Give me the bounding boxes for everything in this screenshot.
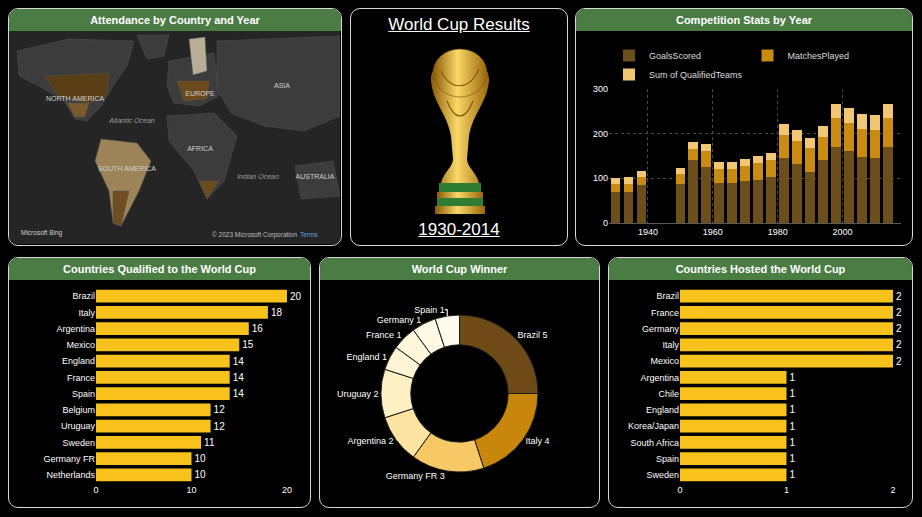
svg-text:Italy 4: Italy 4 bbox=[526, 436, 550, 446]
svg-text:Germany: Germany bbox=[642, 324, 680, 334]
svg-text:France 1: France 1 bbox=[366, 330, 402, 340]
svg-text:England: England bbox=[62, 356, 95, 366]
svg-text:11: 11 bbox=[204, 437, 215, 448]
svg-text:14: 14 bbox=[233, 372, 245, 383]
svg-text:Spain: Spain bbox=[656, 454, 679, 464]
svg-text:Netherlands: Netherlands bbox=[46, 470, 95, 480]
svg-text:Uruguay 2: Uruguay 2 bbox=[337, 389, 379, 399]
html-text:1930-2014: 1930-2014 bbox=[418, 220, 500, 239]
svg-text:Mexico: Mexico bbox=[66, 340, 95, 350]
html-text:Countries Qualified to the Wor: Countries Qualified to the World Cup bbox=[63, 263, 256, 275]
svg-text:300: 300 bbox=[593, 84, 608, 94]
svg-text:France: France bbox=[651, 308, 679, 318]
svg-text:SOUTH AMERICA: SOUTH AMERICA bbox=[98, 165, 156, 172]
html-text:Countries Hosted the World Cup: Countries Hosted the World Cup bbox=[675, 263, 846, 275]
svg-text:GoalsScored: GoalsScored bbox=[649, 51, 701, 61]
svg-text:Brazil: Brazil bbox=[656, 291, 679, 301]
svg-text:2: 2 bbox=[896, 356, 902, 367]
svg-text:1: 1 bbox=[790, 388, 796, 399]
svg-text:© 2023 Microsoft Corporation: © 2023 Microsoft Corporation bbox=[212, 231, 297, 239]
svg-text:NORTH AMERICA: NORTH AMERICA bbox=[46, 95, 105, 102]
svg-text:14: 14 bbox=[233, 388, 245, 399]
html-text:World Cup Winner: World Cup Winner bbox=[411, 263, 508, 275]
svg-text:1980: 1980 bbox=[768, 227, 788, 237]
svg-text:AFRICA: AFRICA bbox=[187, 145, 213, 152]
svg-text:Brazil: Brazil bbox=[72, 291, 95, 301]
svg-text:12: 12 bbox=[214, 421, 226, 432]
svg-text:Spain: Spain bbox=[72, 389, 95, 399]
html-text:Competition Stats by Year: Competition Stats by Year bbox=[675, 14, 812, 26]
svg-text:2: 2 bbox=[890, 485, 895, 495]
svg-text:Argentina: Argentina bbox=[640, 373, 679, 383]
svg-text:2: 2 bbox=[896, 339, 902, 350]
svg-text:Spain 1: Spain 1 bbox=[414, 305, 445, 315]
svg-text:0: 0 bbox=[93, 485, 98, 495]
svg-text:Germany 1: Germany 1 bbox=[377, 315, 422, 325]
svg-text:1: 1 bbox=[790, 437, 796, 448]
svg-text:20: 20 bbox=[282, 485, 292, 495]
svg-text:Terms: Terms bbox=[300, 231, 318, 238]
svg-text:18: 18 bbox=[271, 307, 283, 318]
svg-text:Indian Ocean: Indian Ocean bbox=[237, 173, 279, 180]
html-text:World Cup Results: World Cup Results bbox=[388, 15, 530, 34]
svg-text:0: 0 bbox=[677, 485, 682, 495]
svg-text:Argentina 2: Argentina 2 bbox=[347, 436, 393, 446]
svg-text:15: 15 bbox=[242, 339, 254, 350]
svg-text:2: 2 bbox=[896, 307, 902, 318]
svg-text:Belgium: Belgium bbox=[62, 405, 95, 415]
svg-text:EUROPE: EUROPE bbox=[185, 90, 215, 97]
svg-text:England: England bbox=[646, 405, 679, 415]
html-text:Attendance by Country and Year: Attendance by Country and Year bbox=[90, 14, 260, 26]
svg-text:10: 10 bbox=[195, 469, 207, 480]
svg-text:ASIA: ASIA bbox=[274, 82, 290, 89]
svg-text:Microsoft Bing: Microsoft Bing bbox=[21, 229, 63, 237]
svg-text:12: 12 bbox=[214, 404, 226, 415]
svg-text:Germany FR 3: Germany FR 3 bbox=[386, 471, 445, 481]
svg-text:England 1: England 1 bbox=[347, 352, 388, 362]
svg-text:10: 10 bbox=[186, 485, 196, 495]
svg-text:2000: 2000 bbox=[833, 227, 853, 237]
svg-text:Brazil 5: Brazil 5 bbox=[518, 330, 548, 340]
svg-text:2: 2 bbox=[896, 291, 902, 302]
svg-text:20: 20 bbox=[290, 291, 302, 302]
svg-text:2: 2 bbox=[896, 323, 902, 334]
svg-text:1: 1 bbox=[790, 421, 796, 432]
svg-text:Uruguay: Uruguay bbox=[61, 421, 96, 431]
svg-text:1: 1 bbox=[790, 404, 796, 415]
svg-text:10: 10 bbox=[195, 453, 207, 464]
svg-text:Korea/Japan: Korea/Japan bbox=[628, 421, 679, 431]
svg-text:1: 1 bbox=[784, 485, 789, 495]
svg-text:Italy: Italy bbox=[78, 308, 95, 318]
svg-text:100: 100 bbox=[593, 173, 608, 183]
svg-text:Chile: Chile bbox=[658, 389, 679, 399]
svg-text:South Africa: South Africa bbox=[630, 438, 679, 448]
svg-text:AUSTRALIA: AUSTRALIA bbox=[296, 173, 335, 180]
svg-text:MatchesPlayed: MatchesPlayed bbox=[788, 51, 850, 61]
svg-text:1940: 1940 bbox=[638, 227, 658, 237]
svg-text:Sweden: Sweden bbox=[62, 438, 95, 448]
svg-text:200: 200 bbox=[593, 129, 608, 139]
svg-text:Germany FR: Germany FR bbox=[43, 454, 95, 464]
svg-text:0: 0 bbox=[603, 218, 608, 228]
svg-text:1: 1 bbox=[790, 372, 796, 383]
svg-text:1: 1 bbox=[790, 469, 796, 480]
svg-text:Argentina: Argentina bbox=[56, 324, 95, 334]
svg-text:Mexico: Mexico bbox=[650, 356, 679, 366]
svg-text:Sweden: Sweden bbox=[646, 470, 679, 480]
svg-text:Italy: Italy bbox=[662, 340, 679, 350]
svg-text:14: 14 bbox=[233, 356, 245, 367]
svg-text:1: 1 bbox=[790, 453, 796, 464]
svg-text:Atlantic Ocean: Atlantic Ocean bbox=[108, 117, 155, 124]
svg-text:Sum of QualifiedTeams: Sum of QualifiedTeams bbox=[649, 70, 743, 80]
svg-text:16: 16 bbox=[252, 323, 264, 334]
svg-text:1960: 1960 bbox=[703, 227, 723, 237]
svg-text:France: France bbox=[67, 373, 95, 383]
